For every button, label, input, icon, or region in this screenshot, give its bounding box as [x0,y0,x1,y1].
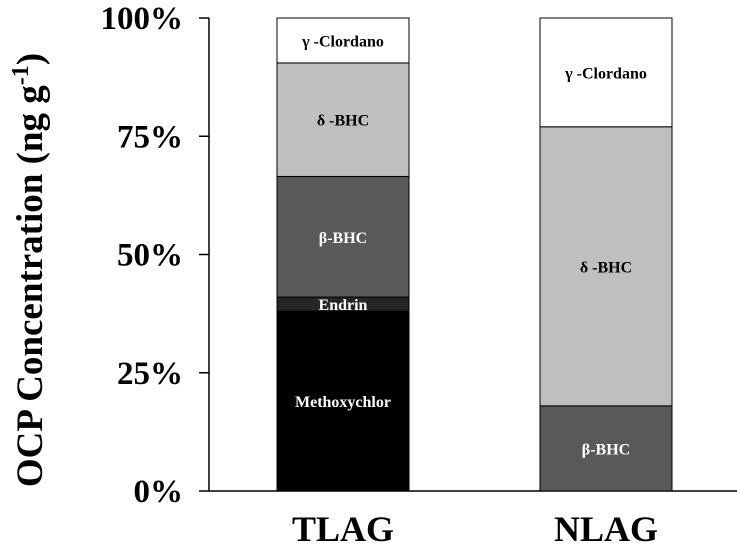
segment-label: β-BHC [582,441,630,458]
y-axis-title-text: OCP Concentration (ng g-1) [8,53,51,487]
bar-segment [539,405,673,492]
bar-segment [539,126,673,407]
bar-segment [276,175,410,298]
bar-segment [276,310,410,492]
y-tick-label: 25% [117,356,183,392]
bars: Methoxychlor Endrin β-BHC δ -BHC γ -Clordano… [276,17,673,492]
segment-label: δ -BHC [317,113,369,130]
segment-label: γ -Clordano [564,65,647,82]
segment-label: γ -Clordano [301,33,384,50]
y-tick-label: 100% [101,1,184,37]
y-tick-label: 50% [117,238,183,274]
y-axis-title: OCP Concentration (ng g-1) [8,53,51,487]
segment-label: β-BHC [319,230,367,247]
x-category-label: TLAG [292,509,394,546]
y-tick-label: 75% [117,119,183,155]
x-tick-labels: TLAG NLAG [292,509,658,546]
bar-segment [539,17,673,128]
bar-segment [276,17,410,64]
y-tick-label: 0% [134,474,184,510]
segment-label: Endrin [319,297,368,314]
segment-label: Methoxychlor [295,394,391,411]
segment-label: δ -BHC [580,259,632,276]
bar-segment [276,62,410,177]
y-tick-labels: 0% 25% 50% 75% 100% [101,1,209,510]
x-category-label: NLAG [554,509,658,546]
